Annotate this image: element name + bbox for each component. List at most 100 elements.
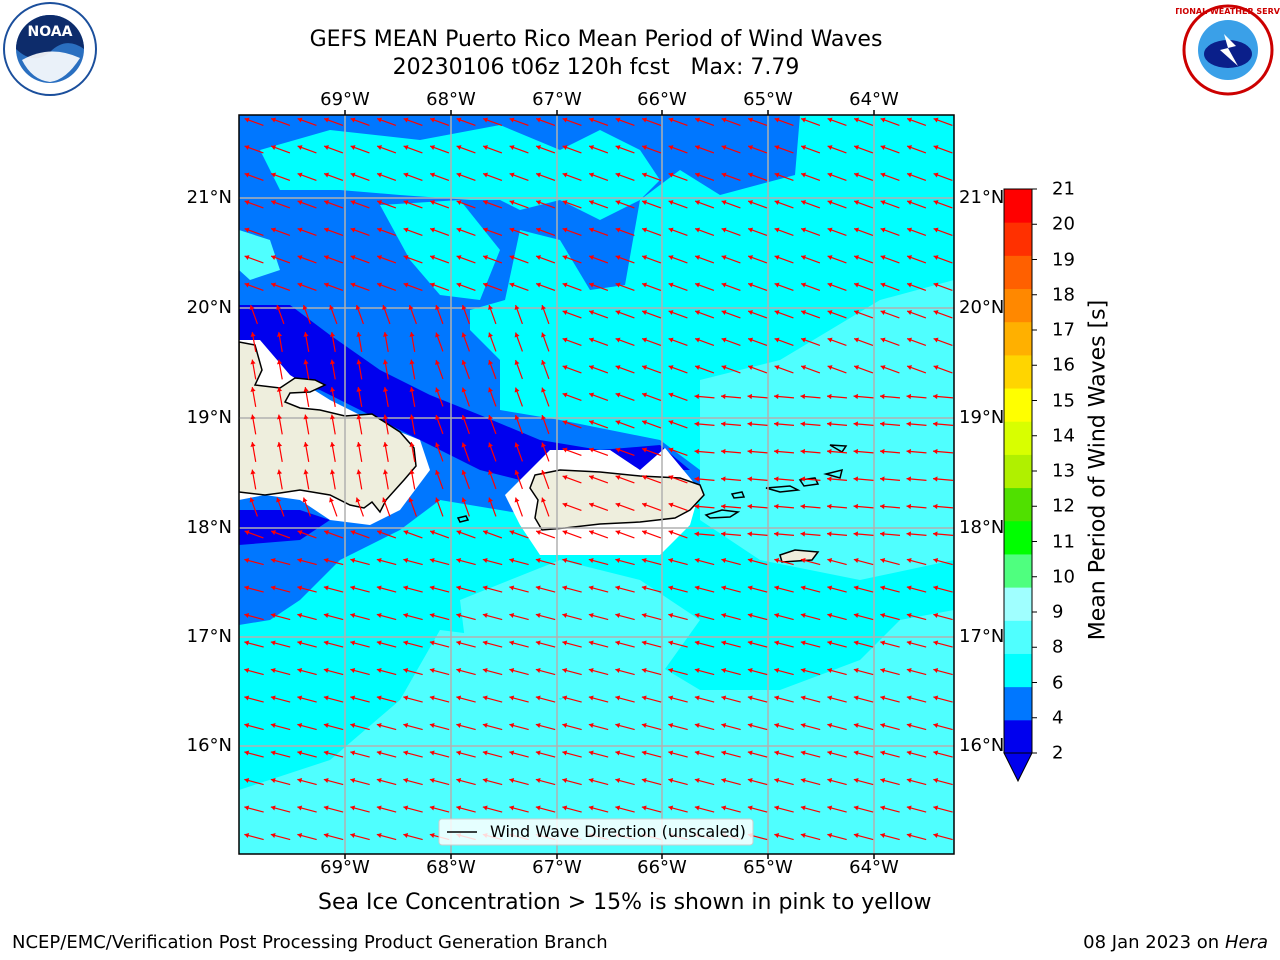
wind-arrow — [562, 145, 582, 154]
wind-arrow — [800, 505, 821, 509]
wind-arrow-head — [403, 723, 409, 729]
wind-arrow — [403, 228, 423, 236]
credit-right: 08 Jan 2023 on Hera — [1083, 932, 1268, 953]
field-lightcyan-east — [700, 280, 954, 580]
wind-arrow-head — [270, 668, 276, 674]
wind-arrow-head — [483, 117, 489, 123]
wind-arrow — [304, 387, 310, 407]
wind-arrow — [800, 200, 821, 209]
wind-arrow — [588, 200, 609, 209]
wind-arrow-head — [774, 585, 780, 591]
wind-arrow-head — [562, 282, 568, 288]
wind-arrow — [541, 332, 550, 352]
wind-arrow-head — [409, 359, 415, 365]
wind-arrow-head — [350, 200, 356, 205]
wind-arrow — [668, 310, 688, 319]
legend-label: Wind Wave Direction (unscaled) — [490, 822, 746, 841]
wind-arrow-head — [541, 470, 546, 476]
wind-arrow — [588, 365, 609, 374]
wind-arrow-head — [906, 476, 912, 482]
wind-arrow — [429, 641, 450, 648]
wind-arrow-head — [854, 227, 860, 233]
wind-arrow-head — [694, 531, 700, 537]
wind-arrow — [615, 310, 635, 319]
wind-arrow-head — [270, 805, 276, 811]
wind-arrow — [541, 359, 550, 380]
wind-arrow-head — [244, 200, 250, 205]
wind-arrow — [906, 533, 927, 536]
wind-arrow-head — [721, 476, 726, 482]
wind-arrow — [721, 255, 741, 264]
wind-arrow — [535, 641, 556, 648]
wind-arrow — [456, 200, 476, 209]
wind-arrow — [720, 478, 742, 481]
wind-arrow — [827, 255, 847, 264]
wind-arrow — [721, 145, 741, 154]
wind-arrow-head — [244, 723, 250, 729]
wind-arrow-head — [350, 530, 356, 535]
wind-arrow-head — [615, 502, 621, 508]
wind-arrow-head — [356, 414, 362, 420]
wind-arrow-head — [562, 668, 568, 674]
wind-arrow — [297, 751, 317, 758]
wind-arrow-head — [244, 778, 250, 784]
wind-arrow-head — [514, 470, 520, 476]
wind-arrow-head — [377, 145, 383, 150]
wind-arrow-head — [747, 833, 753, 839]
wind-arrow-head — [668, 558, 674, 564]
wind-arrow-head — [509, 282, 515, 288]
wind-arrow — [376, 200, 397, 209]
wind-arrow-head — [435, 415, 440, 421]
wind-arrow-head — [562, 200, 568, 205]
wind-arrow-head — [329, 305, 334, 311]
wind-arrow — [827, 145, 847, 154]
wind-arrow — [297, 806, 317, 813]
lat-label-left: 19°N — [186, 407, 232, 428]
wind-arrow-head — [668, 723, 674, 729]
wind-arrow — [800, 228, 821, 236]
wind-arrow-head — [297, 145, 303, 150]
wind-arrow — [853, 283, 874, 291]
wind-arrow-head — [907, 255, 913, 260]
wind-arrow-head — [827, 585, 833, 591]
wind-arrow — [244, 641, 264, 648]
wind-arrow — [721, 310, 741, 319]
wind-arrow — [668, 475, 688, 484]
wind-arrow — [933, 641, 953, 648]
wind-arrow — [535, 283, 556, 291]
wind-arrow — [641, 118, 662, 126]
wind-arrow — [403, 145, 423, 154]
wind-wave-arrows — [244, 117, 954, 841]
wind-arrow — [384, 469, 389, 490]
wind-arrow-head — [403, 613, 409, 619]
wind-arrow — [297, 118, 317, 126]
wind-arrow-head — [562, 558, 568, 564]
wind-arrow-head — [641, 805, 647, 811]
wind-arrow-head — [642, 117, 648, 123]
wind-arrow — [376, 586, 397, 593]
wind-arrow — [541, 304, 550, 325]
wind-arrow-head — [880, 585, 886, 591]
wind-arrow-head — [853, 585, 859, 591]
wind-arrow — [906, 450, 927, 454]
field-lightcyan-mid — [460, 560, 700, 700]
wind-arrow — [488, 332, 497, 352]
wind-arrow — [641, 283, 662, 291]
wind-arrow-head — [774, 778, 780, 784]
wind-arrow-head — [747, 558, 753, 564]
wind-arrow — [694, 395, 715, 399]
wind-arrow — [376, 696, 397, 703]
wind-arrow-head — [382, 414, 389, 420]
wind-arrow — [827, 641, 847, 648]
wind-arrow — [906, 778, 927, 786]
wind-arrow-head — [615, 200, 621, 205]
wind-arrow-head — [589, 337, 595, 343]
wind-arrow-head — [456, 750, 462, 756]
wind-arrow — [562, 530, 582, 539]
wind-arrow-head — [774, 117, 780, 123]
wind-arrow-head — [589, 392, 595, 398]
wind-arrow — [694, 613, 715, 621]
wind-arrow — [906, 505, 927, 509]
wind-arrow-head — [536, 282, 542, 288]
wind-arrow-head — [535, 640, 541, 646]
